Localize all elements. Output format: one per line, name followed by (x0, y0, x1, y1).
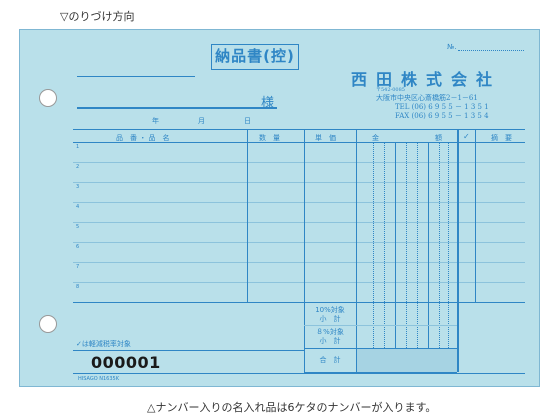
row-number: 3 (76, 184, 80, 190)
reduced-tax-note: ✓は軽減税率対象 (76, 340, 131, 348)
row-number: 1 (76, 144, 80, 150)
glue-direction-note: ▽のりづけ方向 (60, 10, 135, 23)
row-number: 7 (76, 264, 80, 270)
digit-guide (384, 142, 385, 372)
row-divider (73, 282, 525, 283)
binding-hole-bottom (39, 315, 57, 333)
rows-bottom-border (73, 302, 525, 303)
date-day-label: 日 (244, 117, 251, 125)
company-name: 西田株式会社 (351, 70, 502, 89)
number-field-line (458, 50, 524, 51)
honorific-sama: 様 (261, 96, 275, 111)
row-number: 6 (76, 244, 80, 250)
date-year-label: 年 (152, 117, 159, 125)
binding-hole-top (39, 89, 57, 107)
postal-code: 〒542-0085 (376, 87, 405, 93)
row-number: 4 (76, 204, 80, 210)
subtotal-8-rate: ８%対象 (316, 328, 344, 336)
total-label: 合 計 (319, 356, 341, 364)
column-line (247, 129, 248, 302)
subtotal-divider (304, 325, 457, 326)
digit-guide (448, 142, 449, 372)
delivery-slip: 納品書(控) №. 西田株式会社 〒542-0085 大阪市中央区心斎橋筋2－1… (19, 29, 540, 387)
digit-guide (395, 142, 396, 372)
company-fax: FAX (06) 6 9 5 5 － 1 3 5 4 (395, 112, 489, 120)
header-item: 品 番 ・ 品 名 (116, 134, 170, 142)
customer-name-line (77, 107, 277, 109)
column-line (475, 129, 476, 302)
maker-mark: HISAGO N1635K (78, 376, 119, 382)
row-divider (73, 222, 525, 223)
digit-guide (373, 142, 374, 372)
table-top-border (73, 129, 525, 130)
header-quantity: 数 量 (259, 134, 280, 142)
date-month-label: 月 (198, 117, 205, 125)
table-header-bottom (73, 142, 525, 143)
row-divider (73, 202, 525, 203)
company-tel: TEL (06) 6 9 5 5 － 1 3 5 1 (395, 103, 489, 111)
subtotal-8-caption: 小 計 (319, 337, 341, 345)
column-line (304, 129, 305, 372)
row-divider (73, 242, 525, 243)
total-divider (304, 348, 457, 349)
digit-guide (417, 142, 418, 372)
company-address: 大阪市中央区心斎橋筋2－1－61 (376, 94, 478, 102)
row-number: 2 (76, 164, 80, 170)
row-divider (73, 182, 525, 183)
header-amount-right: 額 (435, 134, 442, 142)
subtotal-8-label: ８%対象 小 計 (307, 328, 353, 346)
header-check-mark: ✓ (463, 132, 470, 141)
digit-guide (439, 142, 440, 372)
subtotal-10-label: 10%対象 小 計 (307, 306, 353, 324)
slip-bottom-line (73, 373, 525, 374)
header-unit-price: 単 価 (315, 134, 336, 142)
column-line (356, 129, 357, 372)
note-underline (73, 350, 304, 351)
column-line (457, 129, 459, 372)
row-divider (73, 162, 525, 163)
customer-line-top (77, 76, 195, 77)
slip-title: 納品書(控) (211, 44, 299, 70)
row-divider (73, 262, 525, 263)
header-amount-left: 金 (372, 134, 379, 142)
row-number: 5 (76, 224, 80, 230)
total-amount-shade (357, 349, 457, 372)
total-bottom (304, 372, 457, 373)
subtotal-10-rate: 10%対象 (315, 306, 345, 314)
digit-guide (428, 142, 429, 372)
number-note: △ナンバー入りの名入れ品は6ケタのナンバーが入ります。 (147, 401, 437, 414)
subtotal-10-caption: 小 計 (319, 315, 341, 323)
digit-guide (406, 142, 407, 372)
row-number: 8 (76, 284, 80, 290)
number-label: №. (447, 43, 457, 51)
serial-number: 000001 (91, 353, 161, 372)
header-remarks: 摘 要 (491, 134, 512, 142)
